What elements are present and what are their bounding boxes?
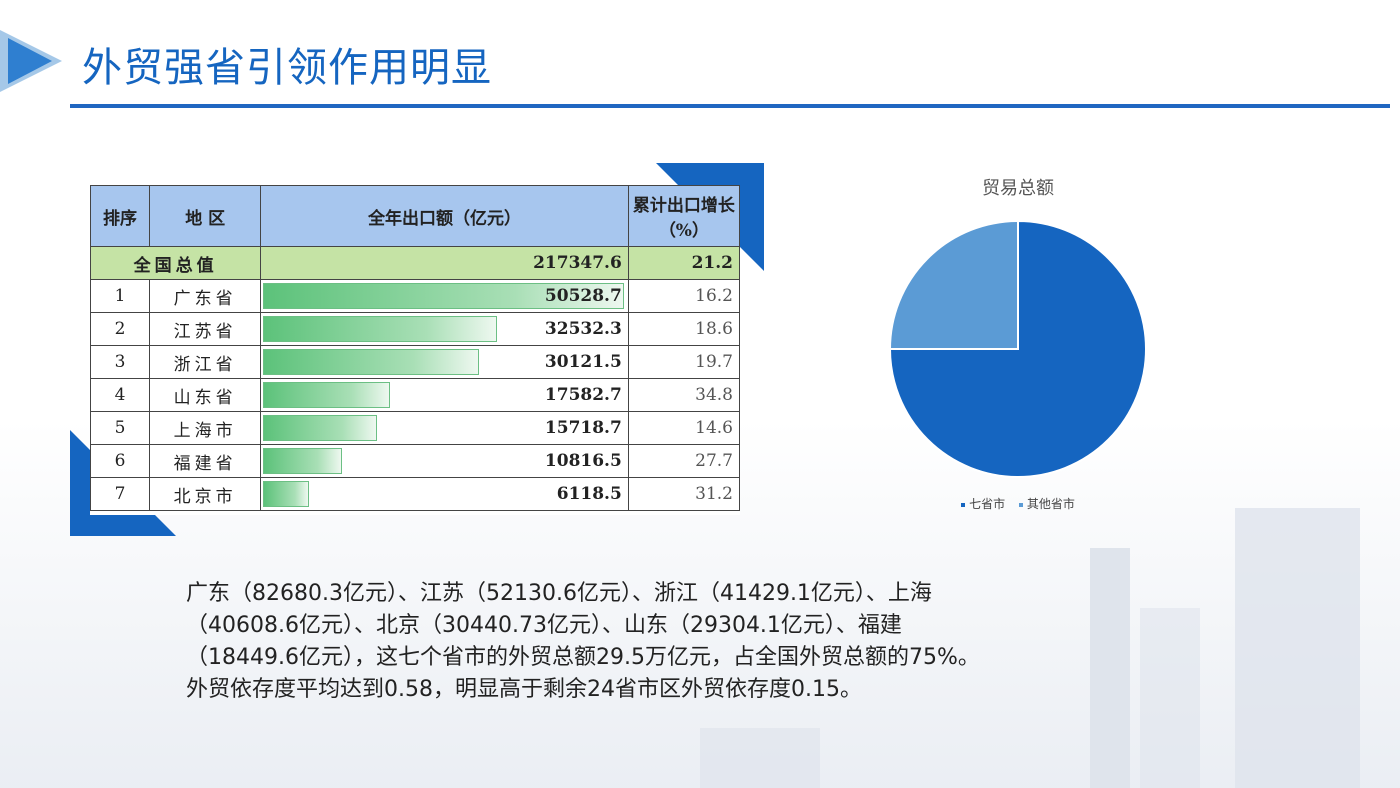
row-value: 15718.7 — [260, 411, 629, 445]
summary-paragraph: 广东（82680.3亿元）、江苏（52130.6亿元）、浙江（41429.1亿元… — [186, 578, 1126, 706]
row-region: 浙江省 — [149, 345, 262, 379]
value-bar — [263, 382, 391, 408]
row-region: 广东省 — [149, 279, 262, 313]
row-value: 32532.3 — [260, 312, 629, 346]
chart-title: 贸易总额 — [982, 178, 1054, 199]
row-rank: 4 — [90, 378, 151, 412]
row-growth: 34.8 — [627, 378, 740, 412]
title-arrow-icon — [0, 30, 62, 92]
export-table: 排序 地 区 全年出口额（亿元） 累计出口增长（%） 全国总值 217347.6… — [90, 185, 740, 515]
row-growth: 14.6 — [627, 411, 740, 445]
total-growth: 21.2 — [627, 246, 740, 280]
value-bar — [263, 283, 625, 309]
table-row: 4 山东省 17582.7 34.8 — [90, 378, 740, 412]
row-growth: 19.7 — [627, 345, 740, 379]
row-region: 江苏省 — [149, 312, 262, 346]
table-row: 5 上海市 15718.7 14.6 — [90, 411, 740, 445]
value-bar — [263, 349, 480, 375]
header-growth: 累计出口增长（%） — [627, 185, 740, 247]
header-rank: 排序 — [90, 185, 151, 247]
row-region: 福建省 — [149, 444, 262, 478]
legend-item: 七省市 — [961, 497, 1005, 511]
pie-slice-other-provinces — [888, 219, 1019, 350]
background-building — [700, 728, 820, 788]
table-row: 2 江苏省 32532.3 18.6 — [90, 312, 740, 346]
background-building — [1235, 508, 1360, 788]
row-region: 山东省 — [149, 378, 262, 412]
row-growth: 31.2 — [627, 477, 740, 511]
row-rank: 5 — [90, 411, 151, 445]
paragraph-line: （18449.6亿元），这七个省市的外贸总额29.5万亿元，占全国外贸总额的75… — [186, 645, 980, 670]
row-region: 上海市 — [149, 411, 262, 445]
row-value: 6118.5 — [260, 477, 629, 511]
legend-item: 其他省市 — [1018, 497, 1075, 511]
value-bar — [263, 415, 377, 441]
row-value: 50528.7 — [260, 279, 629, 313]
row-rank: 2 — [90, 312, 151, 346]
total-label: 全国总值 — [90, 246, 262, 280]
row-value: 30121.5 — [260, 345, 629, 379]
header-export-value: 全年出口额（亿元） — [260, 185, 629, 247]
row-growth: 16.2 — [627, 279, 740, 313]
row-value: 10816.5 — [260, 444, 629, 478]
value-bar — [263, 481, 309, 507]
chart-legend: 七省市 其他省市 — [900, 495, 1136, 512]
row-rank: 1 — [90, 279, 151, 313]
value-bar — [263, 316, 497, 342]
row-growth: 27.7 — [627, 444, 740, 478]
background-building — [1090, 548, 1130, 788]
pie-chart — [888, 219, 1147, 478]
row-rank: 3 — [90, 345, 151, 379]
title-divider — [70, 104, 1390, 108]
row-value: 17582.7 — [260, 378, 629, 412]
paragraph-line: 广东（82680.3亿元）、江苏（52130.6亿元）、浙江（41429.1亿元… — [186, 581, 932, 606]
row-rank: 7 — [90, 477, 151, 511]
table-row-total: 全国总值 217347.6 21.2 — [90, 246, 740, 280]
header-region: 地 区 — [149, 185, 262, 247]
row-region: 北京市 — [149, 477, 262, 511]
row-growth: 18.6 — [627, 312, 740, 346]
value-bar — [263, 448, 343, 474]
row-rank: 6 — [90, 444, 151, 478]
page-title: 外贸强省引领作用明显 — [82, 45, 492, 91]
table-row: 6 福建省 10816.5 27.7 — [90, 444, 740, 478]
total-value: 217347.6 — [260, 246, 629, 280]
table-row: 7 北京市 6118.5 31.2 — [90, 477, 740, 511]
legend-swatch — [961, 502, 966, 507]
table-row: 3 浙江省 30121.5 19.7 — [90, 345, 740, 379]
pie-slice-seven-provinces — [888, 219, 1147, 478]
legend-swatch — [1018, 502, 1023, 507]
paragraph-line: （40608.6亿元）、北京（30440.73亿元）、山东（29304.1亿元）… — [186, 613, 902, 638]
background-building — [1140, 608, 1200, 788]
paragraph-line: 外贸依存度平均达到0.58，明显高于剩余24省市区外贸依存度0.15。 — [186, 677, 862, 702]
table-row: 1 广东省 50528.7 16.2 — [90, 279, 740, 313]
